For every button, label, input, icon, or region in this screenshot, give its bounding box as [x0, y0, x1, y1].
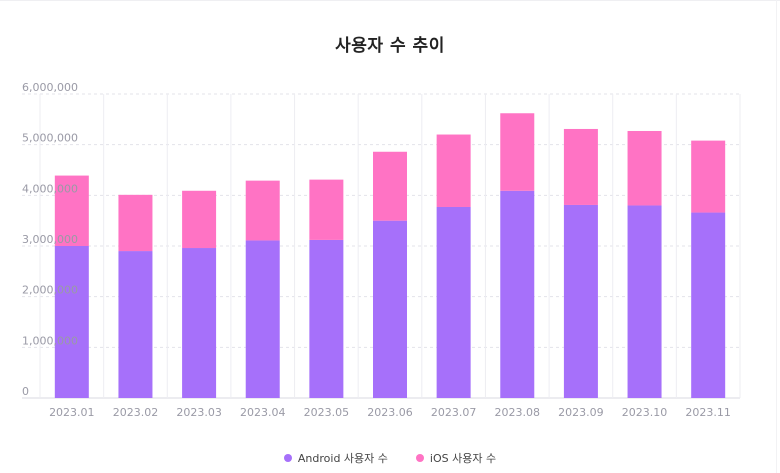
x-tick-label: 2023.03	[176, 406, 222, 419]
bar-ios[interactable]	[627, 130, 662, 206]
legend-ios-swatch-icon	[415, 454, 424, 462]
y-axis-ticks: 0 1,000,000 2,000,000 3,000,000 4,000,000 5,0…	[22, 81, 78, 398]
bar-ios[interactable]	[373, 151, 407, 221]
legend-item-android[interactable]: Android 사용자 수	[283, 450, 388, 466]
bar-android[interactable]	[54, 246, 89, 398]
y-tick-label: 4,000,000	[22, 182, 78, 195]
x-tick-label: 2023.07	[431, 406, 477, 419]
x-tick-label: 2023.01	[49, 406, 95, 419]
x-tick-label: 2023.10	[622, 406, 668, 419]
x-tick-label: 2023.05	[304, 406, 350, 419]
bar-ios[interactable]	[118, 194, 153, 252]
bar-ios[interactable]	[436, 134, 471, 207]
bar-ios[interactable]	[54, 175, 89, 246]
bar-android[interactable]	[436, 206, 471, 398]
bar-android[interactable]	[627, 205, 662, 398]
bar-android[interactable]	[309, 239, 344, 398]
chart-legend: Android 사용자 수 iOS 사용자 수	[0, 450, 780, 466]
y-tick-label: 1,000,000	[22, 334, 78, 347]
bar-android[interactable]	[245, 240, 280, 398]
x-axis-ticks: 2023.01 2023.02 2023.03 2023.04 2023.05 2023.…	[49, 406, 731, 419]
legend-ios-label: iOS 사용자 수	[429, 452, 497, 465]
bar-android[interactable]	[182, 248, 217, 398]
bar-ios[interactable]	[182, 190, 217, 249]
bar-ios[interactable]	[500, 113, 535, 191]
x-tick-label: 2023.02	[113, 406, 159, 419]
x-tick-label: 2023.06	[367, 406, 413, 419]
top-divider	[0, 0, 780, 1]
legend-android-label: Android 사용자 수	[297, 452, 388, 465]
bar-android[interactable]	[500, 190, 535, 398]
legend-item-ios[interactable]: iOS 사용자 수	[415, 450, 497, 466]
x-tick-label: 2023.11	[685, 406, 731, 419]
y-tick-label: 2,000,000	[22, 284, 78, 297]
bar-ios[interactable]	[245, 180, 280, 241]
bar-ios[interactable]	[563, 128, 598, 205]
y-tick-label: 6,000,000	[22, 81, 78, 94]
bar-ios[interactable]	[309, 179, 344, 240]
x-tick-label: 2023.09	[558, 406, 604, 419]
bar-android[interactable]	[118, 251, 153, 398]
bar-android[interactable]	[563, 204, 598, 398]
bar-ios[interactable]	[691, 140, 726, 213]
y-tick-label: 3,000,000	[22, 233, 78, 246]
y-tick-label: 5,000,000	[22, 132, 78, 145]
grid-layer	[22, 93, 741, 399]
bar-layer	[54, 113, 726, 398]
y-tick-label: 0	[22, 385, 29, 398]
legend-android-swatch-icon	[283, 454, 292, 462]
right-divider	[776, 0, 777, 473]
chart-title: 사용자 수 추이	[335, 36, 445, 56]
bar-android[interactable]	[373, 220, 407, 398]
bar-android[interactable]	[691, 212, 726, 398]
x-tick-label: 2023.08	[495, 406, 541, 419]
x-tick-label: 2023.04	[240, 406, 286, 419]
